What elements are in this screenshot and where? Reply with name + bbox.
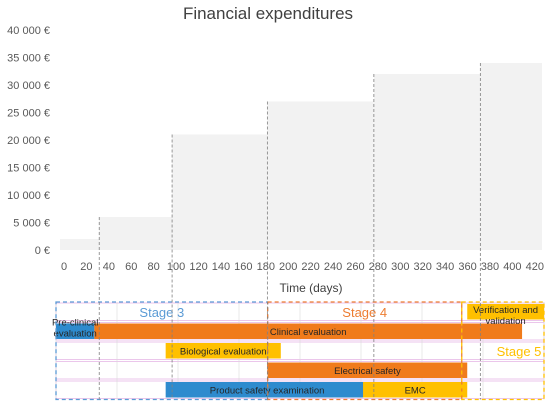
area-step-5 [480, 63, 542, 250]
y-tick-label: 40 000 € [7, 25, 50, 37]
task-bar [165, 343, 281, 359]
task-label: Biological evaluation [180, 346, 267, 357]
x-tick-label: 0 [61, 261, 67, 273]
y-tick-label: 0 € [35, 245, 50, 257]
x-tick-label: 380 [481, 261, 499, 273]
stage-box [266, 301, 463, 401]
task-bar [94, 323, 523, 339]
x-tick-label: 80 [148, 261, 160, 273]
task-bar [165, 382, 369, 398]
y-axis: 0 € 5 000 € 10 000 € 15 000 € 20 000 € 25 000… [7, 25, 50, 257]
area-step-1 [99, 217, 173, 250]
area-step-2 [172, 134, 268, 250]
x-tick-label: 280 [369, 261, 387, 273]
task-label: Electrical safety [334, 366, 401, 377]
y-tick-label: 20 000 € [7, 135, 50, 147]
y-tick-label: 15 000 € [7, 163, 50, 175]
x-tick-label: 40 [103, 261, 115, 273]
x-tick-label: 60 [125, 261, 137, 273]
stage-box [461, 301, 545, 401]
milestone-lines [98, 63, 481, 400]
x-tick-label: 360 [458, 261, 476, 273]
x-tick-label: 140 [212, 261, 230, 273]
area-step-4 [373, 74, 481, 250]
y-tick-label: 25 000 € [7, 108, 50, 120]
x-tick-label: 100 [167, 261, 185, 273]
x-tick-label: 220 [301, 261, 319, 273]
plot-area [60, 63, 542, 250]
task-label: Pre-clinical evaluation [52, 318, 98, 340]
x-axis-label: Time (days) [280, 281, 343, 295]
x-tick-label: 340 [436, 261, 454, 273]
stage-label: Stage 5 [497, 344, 542, 359]
task-label: Clinical evaluation [270, 327, 347, 338]
area-step-3 [267, 101, 374, 250]
y-tick-label: 35 000 € [7, 53, 50, 65]
x-axis: 0 20 40 60 80 100 120 140 160 180 200 220 240 260 280 3… [61, 261, 544, 273]
x-tick-label: 320 [414, 261, 432, 273]
stage-label: Stage 4 [342, 305, 387, 320]
y-tick-label: 30 000 € [7, 80, 50, 92]
task-bar [467, 304, 544, 320]
x-tick-label: 120 [189, 261, 207, 273]
x-tick-label: 160 [234, 261, 252, 273]
x-tick-label: 20 [80, 261, 92, 273]
x-tick-label: 260 [346, 261, 364, 273]
x-tick-label: 300 [391, 261, 409, 273]
x-tick-label: 200 [279, 261, 297, 273]
task-bar [56, 323, 95, 339]
x-tick-label: 240 [324, 261, 342, 273]
chart-title: Financial expenditures [183, 4, 353, 23]
task-bar [267, 362, 468, 378]
x-tick-label: 420 [526, 261, 544, 273]
gantt-timeline: Pre-clinical evaluation Clinical evaluatio… [52, 301, 545, 401]
task-label: Product safety examination [210, 385, 325, 396]
y-tick-label: 5 000 € [13, 218, 50, 230]
area-step-0 [60, 239, 100, 250]
x-tick-label: 400 [503, 261, 521, 273]
task-label: EMC [405, 385, 426, 396]
task-label: Verification and validation [473, 305, 538, 327]
stage-label: Stage 3 [139, 305, 184, 320]
x-tick-label: 180 [257, 261, 275, 273]
task-bar [363, 382, 468, 398]
y-tick-label: 10 000 € [7, 190, 50, 202]
